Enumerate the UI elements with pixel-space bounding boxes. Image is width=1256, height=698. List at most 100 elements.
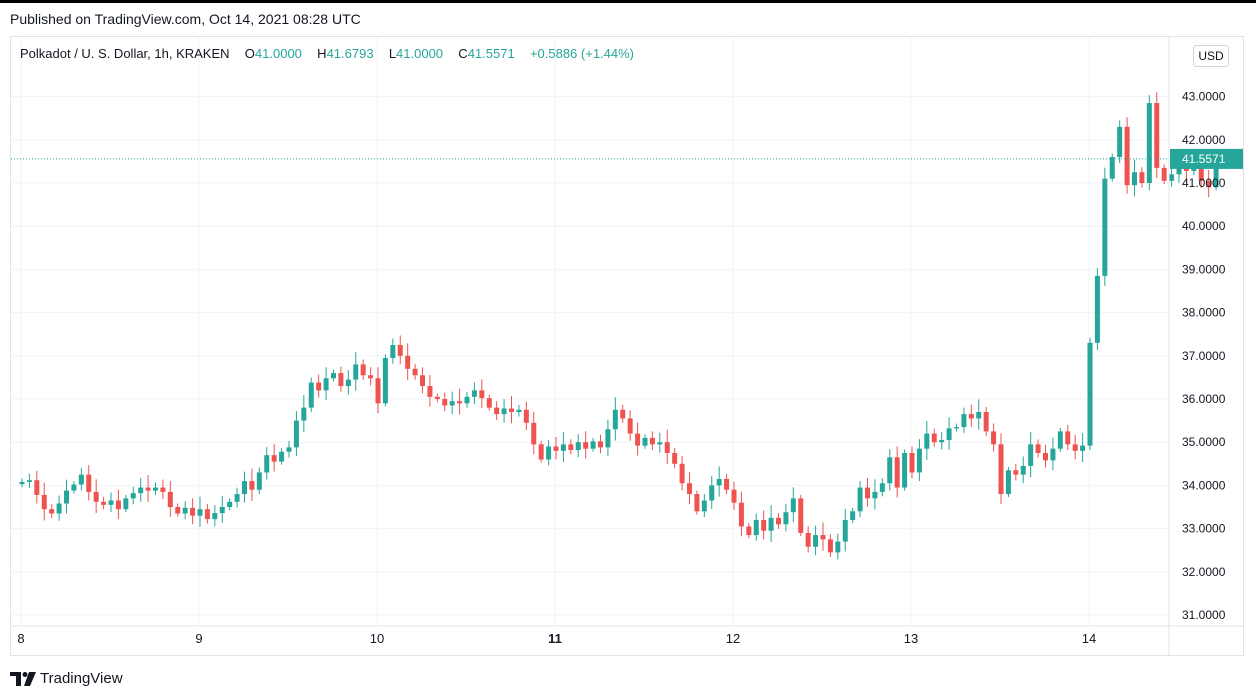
candle bbox=[842, 508, 848, 552]
candle-body bbox=[1154, 103, 1160, 168]
candle bbox=[101, 496, 107, 510]
candle bbox=[153, 482, 158, 496]
last-price-marker: 41.5571 bbox=[11, 148, 1243, 169]
price-tick-label: 36.0000 bbox=[1182, 392, 1226, 406]
candle bbox=[783, 504, 789, 532]
candle bbox=[805, 526, 811, 553]
candle-body bbox=[242, 481, 247, 495]
candle bbox=[1043, 445, 1048, 468]
candle-body bbox=[256, 472, 262, 490]
candle bbox=[553, 437, 559, 460]
candle bbox=[894, 446, 900, 498]
top-rule bbox=[0, 0, 1256, 3]
candle bbox=[954, 423, 959, 432]
candle-body bbox=[768, 517, 774, 531]
candle bbox=[761, 510, 767, 540]
candle bbox=[420, 367, 425, 394]
price-tick-label: 32.0000 bbox=[1182, 565, 1226, 579]
candle bbox=[835, 533, 841, 560]
candle bbox=[486, 394, 492, 411]
candle-body bbox=[1057, 431, 1063, 449]
candle-body bbox=[798, 498, 804, 533]
time-tick-label: 14 bbox=[1082, 631, 1096, 646]
candle-body bbox=[212, 513, 218, 520]
high-label: H bbox=[317, 46, 327, 61]
candle bbox=[590, 437, 596, 452]
candle bbox=[167, 480, 173, 517]
candle-body bbox=[93, 491, 99, 502]
tradingview-logo[interactable]: TradingView bbox=[10, 670, 123, 687]
candle bbox=[857, 481, 863, 518]
candle-body bbox=[420, 375, 425, 387]
candle-body bbox=[783, 512, 789, 525]
candle bbox=[345, 370, 351, 395]
candle-body bbox=[1065, 431, 1071, 445]
candle-body bbox=[1072, 444, 1078, 451]
candle bbox=[1050, 437, 1056, 471]
candle-body bbox=[308, 382, 314, 408]
chart-frame bbox=[10, 36, 1244, 656]
price-tick-label: 39.0000 bbox=[1182, 262, 1226, 276]
candle-body bbox=[857, 487, 863, 512]
candle-body bbox=[115, 500, 121, 510]
price-tick-label: 43.0000 bbox=[1182, 90, 1226, 104]
candle bbox=[746, 522, 752, 539]
candle bbox=[813, 525, 819, 556]
candle bbox=[1154, 92, 1160, 178]
candle-body bbox=[805, 532, 811, 547]
price-tick-label: 35.0000 bbox=[1182, 435, 1226, 449]
candle-body bbox=[64, 490, 69, 504]
candle-body bbox=[902, 453, 908, 488]
currency-button[interactable]: USD bbox=[1193, 45, 1229, 67]
candle-body bbox=[954, 427, 959, 429]
candle-body bbox=[731, 489, 737, 503]
open-label: O bbox=[244, 46, 255, 61]
candle bbox=[1117, 120, 1123, 163]
candle-body bbox=[1132, 172, 1137, 186]
candle bbox=[1132, 159, 1137, 197]
candle-body bbox=[175, 507, 181, 514]
price-axis: 43.0000 42.0000 41.0000 40.0000 39.0000 38.00… bbox=[1168, 37, 1226, 656]
candle bbox=[776, 512, 781, 529]
candle-body bbox=[531, 422, 537, 445]
candle bbox=[687, 472, 692, 504]
candle bbox=[790, 487, 796, 523]
candle bbox=[1102, 167, 1108, 286]
candle-body bbox=[486, 398, 492, 408]
candle-body bbox=[738, 502, 744, 527]
candle-body bbox=[746, 526, 752, 536]
price-tick-label: 37.0000 bbox=[1182, 349, 1226, 363]
candle bbox=[123, 494, 129, 513]
candle bbox=[939, 432, 945, 450]
candle bbox=[449, 391, 455, 415]
candle bbox=[26, 473, 32, 488]
candle bbox=[1206, 169, 1212, 198]
candle-body bbox=[946, 428, 952, 441]
candle bbox=[249, 468, 255, 501]
candle bbox=[115, 489, 121, 520]
candle bbox=[279, 448, 285, 465]
candle-body bbox=[575, 442, 581, 450]
last-price-label: 41.5571 bbox=[1182, 152, 1226, 166]
candle bbox=[709, 475, 715, 510]
candle-body bbox=[523, 409, 529, 423]
candle bbox=[145, 475, 151, 502]
candle-body bbox=[464, 396, 470, 404]
time-tick-label: 8 bbox=[17, 631, 24, 646]
candle-body bbox=[1124, 126, 1130, 186]
candle bbox=[605, 419, 611, 456]
candle bbox=[219, 495, 225, 523]
candle bbox=[190, 498, 196, 525]
price-tick-label: 31.0000 bbox=[1182, 608, 1226, 622]
candle-body bbox=[813, 535, 819, 547]
candle bbox=[724, 473, 730, 495]
candle-body bbox=[1005, 470, 1011, 495]
candle bbox=[256, 467, 262, 495]
candle-body bbox=[590, 441, 596, 449]
candle bbox=[56, 495, 62, 521]
candle bbox=[991, 423, 997, 452]
candle-body bbox=[264, 455, 270, 473]
candle-body bbox=[976, 411, 982, 419]
symbol-legend: Polkadot / U. S. Dollar, 1h, KRAKEN O41.… bbox=[20, 46, 634, 61]
